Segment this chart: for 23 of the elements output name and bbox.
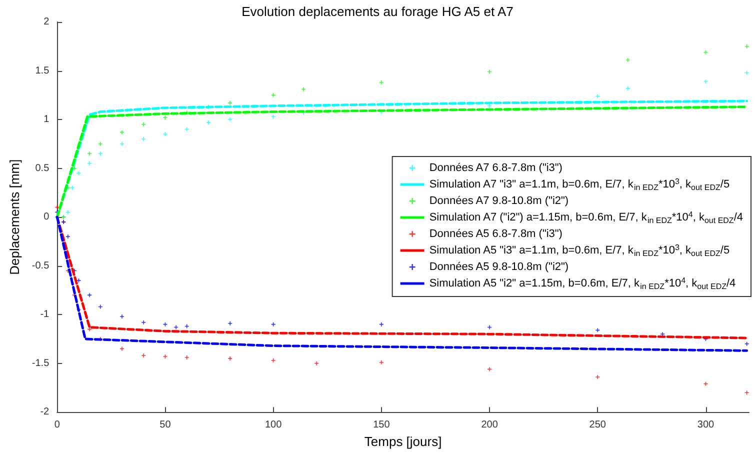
y-tick-label: -1 (40, 309, 50, 320)
x-tick-label: 0 (54, 420, 60, 431)
y-tick-label: 1.5 (35, 65, 50, 76)
legend-label: Données A5 6.8-7.8m ("i3") (429, 228, 562, 240)
legend-label: Données A5 9.8-10.8m ("i2") (429, 261, 569, 273)
x-tick-label: 250 (589, 420, 606, 431)
x-tick-label: 150 (373, 420, 390, 431)
y-tick-label: 0 (44, 212, 50, 223)
y-tick-label: -1.5 (32, 358, 50, 369)
y-tick-label: -0.5 (32, 260, 50, 272)
x-axis-title: Temps [jours] (364, 434, 442, 449)
chart-title: Evolution deplacements au forage HG A5 et A7 (242, 4, 514, 19)
x-tick-label: 200 (481, 420, 498, 431)
x-tick-label: 100 (264, 420, 282, 431)
y-tick-label: -2 (40, 406, 50, 418)
y-tick-label: 1 (44, 114, 50, 126)
y-tick-label: 2 (44, 16, 50, 28)
x-tick-label: 50 (160, 420, 172, 431)
legend-label: Données A7 6.8-7.8m ("i3") (429, 162, 562, 174)
x-tick-label: 300 (697, 420, 715, 431)
legend-label: Données A7 9.8-10.8m ("i2") (429, 195, 569, 207)
y-tick-label: 0.5 (35, 162, 50, 174)
y-axis-title: Deplacements [mm] (7, 159, 22, 275)
